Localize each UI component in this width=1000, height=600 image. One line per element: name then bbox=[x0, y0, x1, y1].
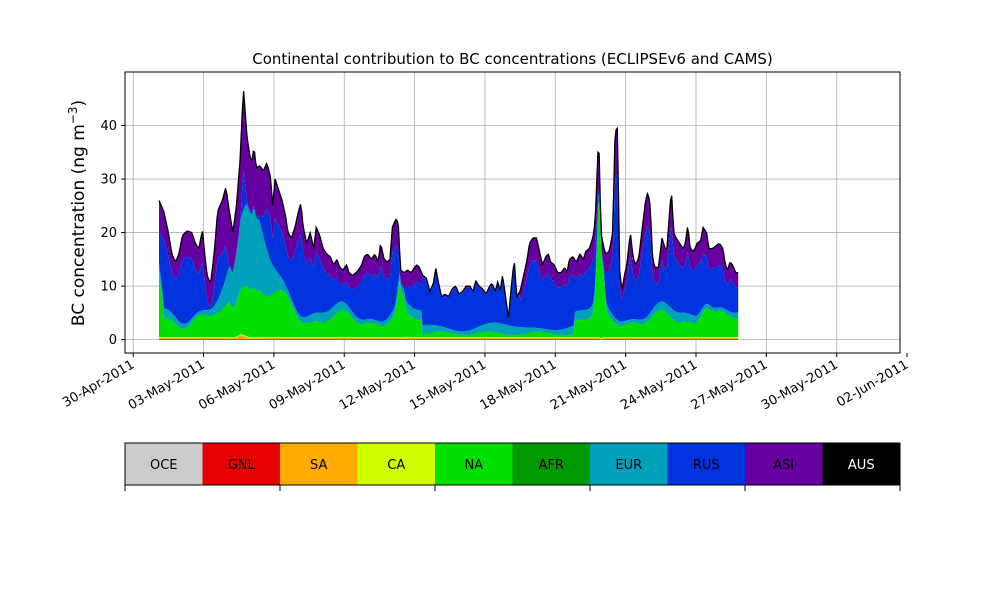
legend-swatch-oce bbox=[125, 443, 203, 485]
legend-label-sa: SA bbox=[310, 458, 327, 473]
y-tick-label: 40 bbox=[100, 119, 117, 134]
area-rus bbox=[159, 169, 739, 332]
y-tick-label: 10 bbox=[100, 280, 117, 295]
legend-swatch-eur bbox=[590, 443, 668, 485]
y-tick-label: 20 bbox=[100, 226, 117, 241]
x-tick-label: 24-May-2011 bbox=[618, 357, 700, 413]
area-na bbox=[159, 201, 739, 338]
area-gnl bbox=[159, 338, 739, 340]
area-ca bbox=[159, 334, 739, 339]
y-axis-label-exponent: −3 bbox=[66, 106, 80, 124]
legend-label-asi: ASI bbox=[773, 458, 794, 473]
legend-swatch-gnl bbox=[202, 443, 281, 485]
legend-swatch-na bbox=[435, 443, 513, 485]
legend-swatch-aus bbox=[822, 443, 901, 485]
y-axis-label-close: ) bbox=[69, 100, 89, 107]
y-tick-label: 30 bbox=[100, 173, 117, 188]
x-tick-label: 03-May-2011 bbox=[126, 357, 208, 413]
x-tick-label: 12-May-2011 bbox=[337, 357, 419, 413]
plot-frame bbox=[124, 71, 901, 354]
legend-label-eur: EUR bbox=[615, 458, 642, 473]
legend-label-ca: CA bbox=[387, 458, 405, 473]
y-axis-label: BC concentration (ng m−3) bbox=[66, 100, 89, 326]
legend-swatch-sa bbox=[280, 443, 358, 485]
legend-swatch-asi bbox=[745, 443, 823, 485]
area-eur bbox=[159, 192, 739, 335]
x-tick-label: 27-May-2011 bbox=[689, 357, 771, 413]
x-tick-label: 18-May-2011 bbox=[478, 357, 560, 413]
stacked-areas bbox=[158, 91, 739, 340]
legend-label-oce: OCE bbox=[150, 458, 178, 473]
legend-colorbar: OCE GNL SA CA NA AFR EUR RUS ASI AUS bbox=[124, 442, 901, 491]
legend-frame bbox=[124, 442, 901, 486]
total-outline bbox=[158, 91, 739, 318]
legend-label-aus: AUS bbox=[848, 458, 875, 473]
area-asi bbox=[159, 91, 739, 319]
y-tick-label: 0 bbox=[109, 333, 117, 348]
x-tick-label: 02-Jun-2011 bbox=[834, 357, 911, 410]
legend-label-na: NA bbox=[464, 458, 483, 473]
legend-label-rus: RUS bbox=[693, 458, 720, 473]
x-tick-label: 06-May-2011 bbox=[196, 357, 278, 413]
x-tick-label: 30-May-2011 bbox=[759, 357, 841, 413]
area-sa bbox=[159, 335, 739, 340]
legend-label-afr: AFR bbox=[539, 458, 564, 473]
legend-swatch-afr bbox=[512, 443, 591, 485]
x-tick-label: 09-May-2011 bbox=[267, 357, 349, 413]
legend-label-gnl: GNL bbox=[228, 458, 256, 473]
chart-title: Continental contribution to BC concentra… bbox=[252, 50, 773, 68]
legend-swatch-ca bbox=[357, 443, 436, 485]
x-tick-label: 21-May-2011 bbox=[548, 357, 630, 413]
legend-swatch-rus bbox=[667, 443, 746, 485]
x-tick-label: 30-Apr-2011 bbox=[60, 357, 137, 410]
y-axis-label-text: BC concentration (ng m bbox=[69, 124, 89, 326]
x-tick-label: 15-May-2011 bbox=[407, 357, 489, 413]
